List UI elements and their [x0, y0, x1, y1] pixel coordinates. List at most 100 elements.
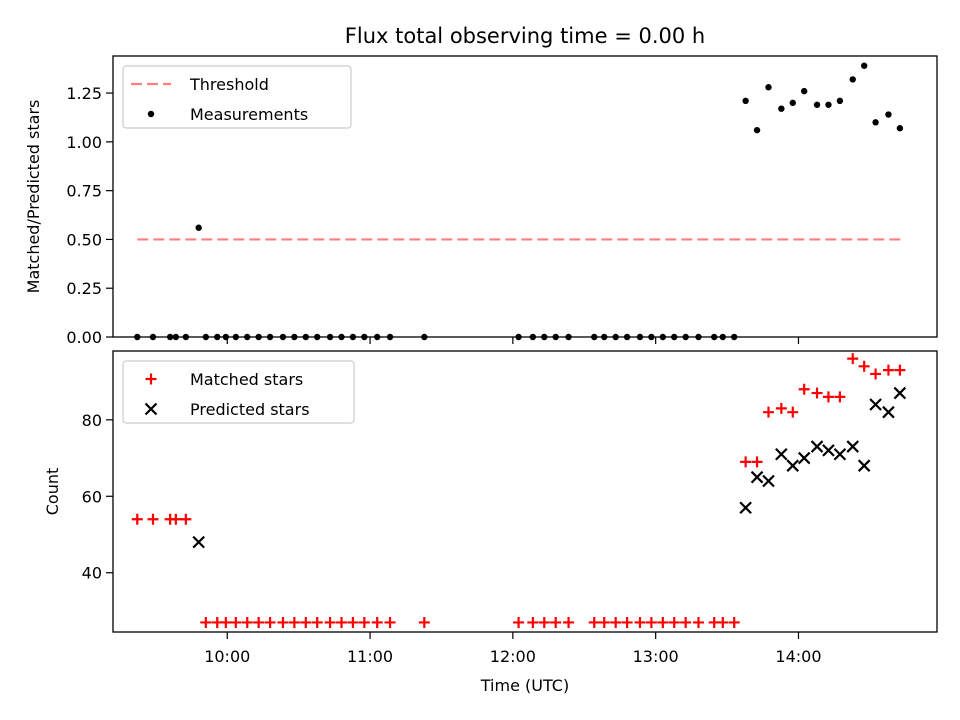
x-tick-label: 14:00: [775, 647, 821, 666]
matched-star-marker: [335, 616, 347, 628]
matched-star-marker: [527, 616, 539, 628]
measurement-point: [860, 62, 868, 69]
matched-star-marker: [775, 402, 787, 414]
measurement-point: [800, 87, 808, 95]
x-tick-label: 10:00: [204, 647, 250, 666]
matched-star-marker: [717, 616, 729, 628]
matched-star-marker: [728, 616, 740, 628]
legend-label: Threshold: [189, 75, 269, 94]
predicted-star-marker: [882, 405, 895, 419]
measurement-point: [836, 97, 844, 105]
legend-label: Measurements: [190, 105, 308, 124]
bottom-panel-counts: 40 60 80 10:00 11:00 12:00 13:00 14:00 Count Time…: [43, 350, 938, 695]
predicted-star-marker: [750, 470, 764, 484]
matched-star-marker: [847, 353, 859, 365]
legend-measurement-swatch: [147, 110, 155, 118]
matched-star-marker: [147, 513, 159, 525]
y-axis-label: Matched/Predicted stars: [24, 100, 43, 294]
matched-star-marker: [882, 364, 894, 376]
matched-star-marker: [371, 616, 383, 628]
y-tick-label: 0.25: [66, 279, 102, 298]
matched-star-marker: [693, 616, 705, 628]
matched-star-marker: [180, 513, 192, 525]
matched-star-marker: [870, 368, 882, 380]
measurement-point: [825, 101, 832, 108]
legend-box: [122, 360, 355, 424]
figure-title: Flux total observing time = 0.00 h: [345, 24, 705, 48]
axes-frame: [112, 55, 938, 338]
matched-star-marker: [563, 616, 575, 628]
measurement-point: [885, 111, 892, 118]
matched-star-marker: [634, 616, 646, 628]
measurement-point: [872, 119, 879, 126]
axes-frame: [112, 350, 938, 633]
measurement-point: [753, 126, 761, 134]
y-tick-label: 60: [82, 487, 102, 506]
legend-box: [122, 65, 352, 129]
y-tick-label: 1.00: [66, 133, 102, 152]
legend-matched-swatch: [145, 373, 157, 385]
matched-star-marker: [230, 616, 242, 628]
matched-star-marker: [787, 406, 799, 418]
legend-label: Predicted stars: [190, 400, 310, 419]
measurement-point: [849, 76, 856, 83]
y-tick-label: 0.75: [66, 182, 102, 201]
matched-star-marker: [894, 364, 906, 376]
matched-star-marker: [277, 616, 289, 628]
predicted-star-marker: [762, 474, 775, 488]
matched-star-marker: [418, 616, 430, 628]
matched-star-marker: [858, 360, 870, 372]
predicted-star-marker: [192, 535, 205, 549]
legend-label: Matched stars: [190, 370, 303, 389]
matched-star-marker: [170, 513, 182, 525]
matched-star-marker: [740, 456, 752, 468]
matched-star-marker: [347, 616, 359, 628]
measurement-point: [789, 99, 796, 107]
y-tick-label: 40: [82, 564, 102, 583]
x-axis-label: Time (UTC): [480, 676, 569, 695]
matched-star-marker: [598, 616, 610, 628]
matched-star-marker: [513, 616, 525, 628]
matched-star-marker: [253, 616, 265, 628]
matched-star-marker: [610, 616, 622, 628]
predicted-star-marker: [869, 398, 882, 411]
matched-star-marker: [621, 616, 633, 628]
matched-star-marker: [131, 513, 143, 525]
x-tick-label: 12:00: [490, 647, 536, 666]
predicted-star-marker: [893, 386, 907, 400]
matched-star-marker: [645, 616, 657, 628]
measurement-point: [896, 125, 904, 132]
x-tick-label: 11:00: [347, 647, 393, 666]
predicted-star-marker: [739, 501, 752, 515]
measurement-point: [742, 97, 749, 105]
measurement-point: [813, 101, 821, 108]
y-tick-label: 0.50: [66, 230, 102, 249]
matched-star-marker: [680, 616, 692, 628]
matched-star-marker: [358, 616, 370, 628]
matched-star-marker: [200, 616, 212, 628]
predicted-star-marker: [786, 459, 800, 472]
matched-star-marker: [324, 616, 336, 628]
matched-star-marker: [538, 616, 550, 628]
y-tick-label: 80: [82, 411, 102, 430]
matched-star-marker: [550, 616, 562, 628]
measurement-point: [195, 224, 202, 231]
predicted-star-marker: [797, 451, 811, 465]
x-tick-label: 13:00: [633, 647, 679, 666]
matched-star-marker: [220, 616, 232, 628]
measurement-point: [778, 105, 785, 112]
matched-star-marker: [288, 616, 300, 628]
matched-star-marker: [300, 616, 312, 628]
matched-star-marker: [822, 391, 834, 403]
predicted-star-marker: [822, 444, 835, 457]
matched-star-marker: [241, 616, 253, 628]
predicted-star-marker: [810, 440, 824, 453]
y-tick-label: 0.00: [66, 328, 102, 347]
matched-star-marker: [811, 387, 823, 399]
matched-star-marker: [588, 616, 600, 628]
predicted-star-marker: [775, 447, 788, 461]
matched-star-marker: [311, 616, 323, 628]
matched-star-marker: [834, 391, 846, 403]
predicted-star-marker: [846, 440, 860, 453]
y-axis-label: Count: [43, 468, 62, 516]
